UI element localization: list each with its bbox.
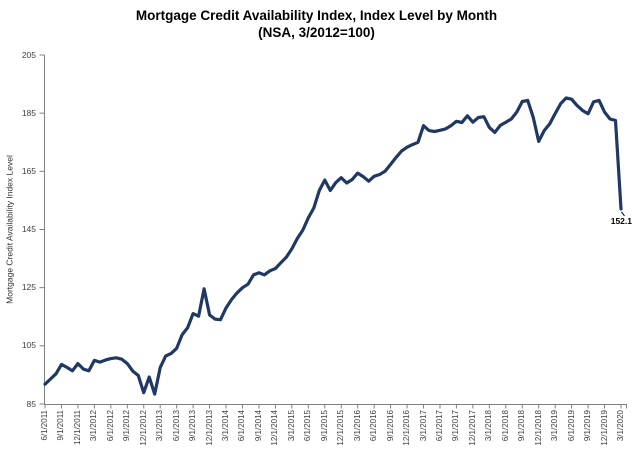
- x-tick-label: 6/1/2017: [434, 410, 444, 442]
- y-tick-label: 125: [21, 282, 36, 293]
- x-tick-label: 12/1/2014: [270, 410, 280, 446]
- x-tick-label: 9/1/2013: [188, 410, 198, 442]
- x-tick-label: 6/1/2019: [566, 410, 576, 442]
- x-tick-label: 3/1/2020: [616, 410, 625, 442]
- mcai-line-series: [43, 96, 623, 396]
- annotation-leader-line: [621, 211, 625, 217]
- y-tick-label: 205: [21, 49, 36, 60]
- x-tick-label: 6/1/2016: [369, 410, 379, 442]
- x-tick-label: 6/1/2018: [500, 410, 510, 442]
- x-tick-label: 3/1/2018: [484, 410, 494, 442]
- x-tick-label: 9/1/2015: [319, 410, 329, 442]
- y-tick-label: 105: [21, 340, 36, 351]
- x-tick-label: 12/1/2011: [72, 410, 82, 445]
- chart-title: Mortgage Credit Availability Index, Inde…: [0, 7, 633, 41]
- x-tick-label: 9/1/2011: [56, 410, 66, 441]
- x-tick-label: 3/1/2012: [89, 410, 99, 442]
- x-tick-label: 12/1/2016: [402, 410, 412, 446]
- chart-title-line1: Mortgage Credit Availability Index, Inde…: [135, 8, 498, 23]
- y-tick-label: 85: [26, 398, 36, 409]
- x-tick-label: 6/1/2013: [171, 410, 181, 442]
- x-tick-label: 3/1/2015: [286, 410, 296, 442]
- chart-title-line2: (NSA, 3/2012=100): [258, 25, 375, 40]
- x-tick-label: 9/1/2016: [385, 410, 395, 442]
- x-tick-label: 12/1/2013: [204, 410, 214, 446]
- x-tick-label: 6/1/2011: [40, 410, 49, 441]
- x-tick-label: 6/1/2012: [105, 410, 115, 442]
- x-tick-label: 12/1/2018: [533, 410, 543, 446]
- y-tick-label: 145: [21, 224, 36, 234]
- x-tick-label: 12/1/2017: [467, 410, 477, 446]
- x-tick-label: 3/1/2017: [418, 410, 428, 442]
- x-tick-label: 6/1/2014: [237, 410, 247, 442]
- x-tick-label: 6/1/2015: [303, 410, 313, 442]
- x-tick-label: 3/1/2016: [352, 410, 362, 442]
- x-tick-label: 3/1/2013: [155, 410, 165, 442]
- x-tick-label: 9/1/2017: [451, 410, 461, 442]
- last-value-annotation: 152.1: [610, 216, 632, 226]
- x-tick-label: 9/1/2012: [122, 410, 132, 442]
- x-tick-label: 12/1/2012: [138, 410, 148, 446]
- x-tick-label: 12/1/2015: [336, 410, 346, 446]
- x-tick-label: 3/1/2014: [221, 410, 231, 442]
- x-tick-label: 9/1/2014: [253, 410, 263, 442]
- x-tick-label: 3/1/2019: [550, 410, 560, 442]
- y-tick-label: 165: [21, 165, 36, 176]
- x-tick-label: 12/1/2019: [599, 410, 609, 446]
- x-tick-label: 9/1/2019: [583, 410, 593, 442]
- y-tick-label: 185: [21, 107, 36, 118]
- axis-lines: [44, 55, 627, 405]
- x-tick-label: 9/1/2018: [517, 410, 527, 442]
